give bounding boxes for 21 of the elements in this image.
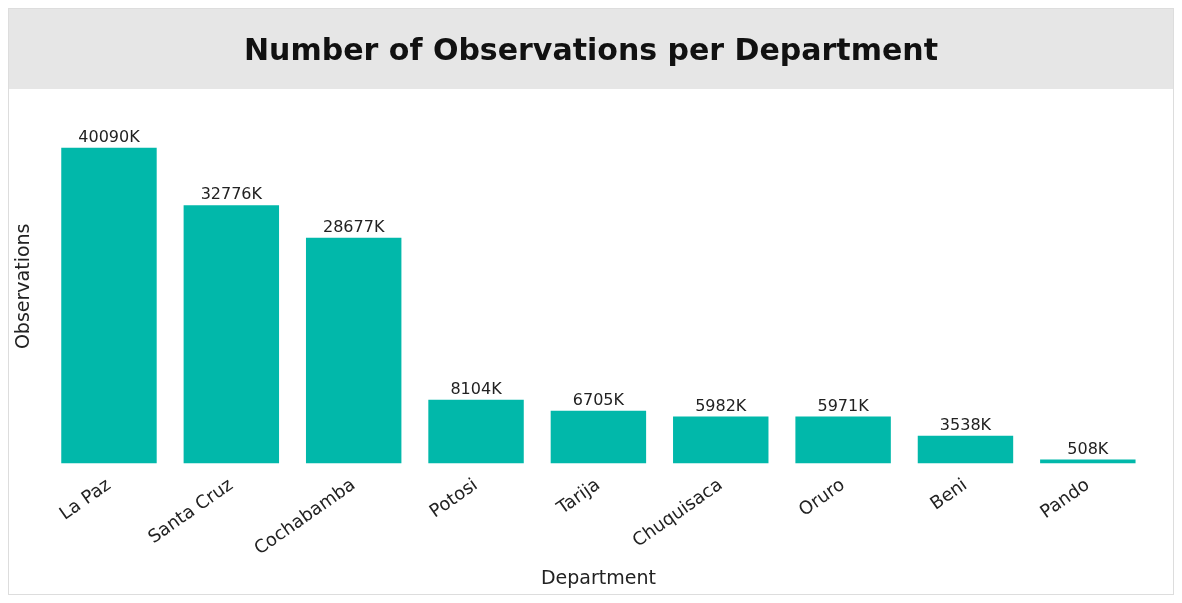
data-label: 6705K: [572, 389, 625, 409]
data-label: 3538K: [939, 414, 992, 434]
data-label: 8104K: [450, 378, 503, 398]
bar: [917, 435, 1014, 464]
bar: [550, 410, 647, 464]
bar: [673, 416, 769, 464]
chart-title: Number of Observations per Department: [9, 9, 1173, 89]
data-label: 32776K: [200, 184, 263, 204]
x-axis-title: Department: [540, 565, 656, 588]
data-label: 5982K: [695, 395, 747, 415]
data-label: 40090K: [78, 126, 141, 146]
y-axis-title: Observations: [11, 223, 34, 350]
bar: [305, 237, 402, 464]
data-label: 5971K: [817, 395, 870, 415]
bar: [428, 399, 524, 464]
bar: [795, 416, 891, 464]
data-label: 28677K: [322, 216, 385, 236]
bar: [61, 147, 157, 464]
data-label: 508K: [1067, 438, 1109, 458]
x-tick-label: La Paz: [55, 473, 114, 524]
bar: [183, 205, 280, 464]
